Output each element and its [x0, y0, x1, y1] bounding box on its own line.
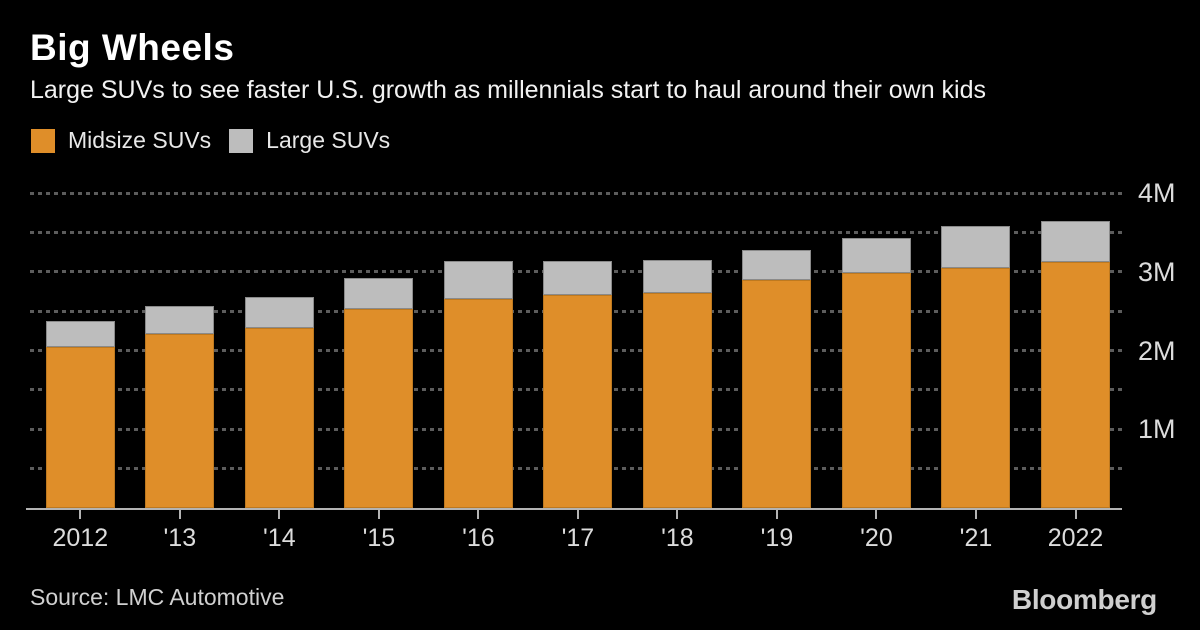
bar-segment-large-20 [841, 237, 911, 273]
bar-2012 [45, 321, 115, 508]
bar-2022 [1041, 220, 1110, 508]
bar-segment-large-14 [244, 296, 314, 328]
legend: Midsize SUVs Large SUVs [31, 127, 390, 154]
bar-18 [642, 259, 712, 508]
bloomberg-logo: Bloomberg [1011, 584, 1157, 615]
bar-21 [941, 226, 1011, 508]
legend-item-large-suvs: Large SUVs [229, 127, 390, 154]
chart-title: Big Wheels [30, 27, 235, 68]
x-tick-17 [576, 510, 579, 519]
bar-segment-midsize-13 [145, 333, 215, 508]
x-tick-label-17: '17 [561, 524, 595, 552]
midsize-suvs-swatch-icon [31, 128, 55, 153]
x-tick-13 [178, 510, 181, 519]
bar-20 [841, 237, 911, 508]
bar-segment-midsize-21 [941, 267, 1011, 508]
x-tick-15 [377, 510, 380, 519]
large-suvs-swatch-icon [229, 128, 254, 153]
plot-area [30, 191, 1122, 508]
x-tick-2012 [79, 510, 82, 519]
bar-segment-midsize-17 [543, 295, 613, 508]
x-tick-14 [278, 510, 281, 519]
legend-label-large-suvs: Large SUVs [266, 127, 391, 153]
x-tick-20 [875, 510, 878, 519]
chart-subtitle: Large SUVs to see faster U.S. growth as … [30, 76, 987, 104]
x-tick-label-16: '16 [462, 524, 495, 552]
bar-segment-large-15 [344, 278, 414, 309]
bar-13 [145, 306, 215, 508]
x-tick-label-20: '20 [860, 524, 893, 552]
x-tick-16 [477, 510, 480, 519]
x-axis-line [26, 508, 1122, 510]
bar-16 [443, 260, 513, 508]
bar-15 [344, 278, 414, 508]
x-tick-label-18: '18 [661, 524, 694, 552]
bar-segment-midsize-19 [742, 279, 812, 508]
x-tick-label-13: '13 [163, 524, 197, 552]
legend-item-midsize-suvs: Midsize SUVs [31, 127, 211, 154]
y-tick-label-2m: 2M [1138, 335, 1176, 366]
x-tick-label-19: '19 [760, 524, 794, 552]
bar-14 [244, 296, 314, 508]
bar-segment-large-19 [742, 249, 812, 280]
bar-segment-midsize-14 [244, 327, 314, 508]
bar-segment-midsize-16 [443, 298, 513, 508]
x-tick-label-15: '15 [362, 524, 396, 552]
source-text: Source: LMC Automotive [30, 584, 285, 610]
y-axis-labels: 1M 2M 3M 4M [1138, 0, 1200, 630]
bar-19 [742, 249, 812, 508]
x-tick-19 [775, 510, 778, 519]
bar-segment-large-17 [543, 260, 613, 296]
x-tick-21 [974, 510, 977, 519]
x-tick-2022 [1074, 510, 1077, 519]
bar-segment-large-16 [443, 260, 513, 299]
x-tick-label-2022: 2022 [1047, 524, 1104, 552]
x-tick-label-14: '14 [263, 524, 296, 552]
y-tick-label-3m: 3M [1138, 256, 1176, 287]
bar-segment-midsize-2022 [1041, 262, 1110, 508]
bar-segment-large-2012 [45, 321, 115, 347]
gridline-3.5m [30, 230, 1122, 234]
bar-segment-large-18 [642, 259, 712, 294]
bar-segment-midsize-2012 [45, 346, 115, 508]
bar-segment-large-21 [941, 226, 1011, 268]
x-tick-18 [676, 510, 679, 519]
bar-segment-large-2022 [1041, 220, 1110, 263]
x-tick-label-2012: 2012 [52, 524, 109, 552]
gridline-4m [30, 191, 1122, 195]
bar-segment-midsize-20 [841, 272, 911, 508]
bar-segment-midsize-15 [344, 308, 414, 508]
x-axis: 2012 '13 '14 '15 '16 '17 '18 '19 '20 '21 2022 [30, 510, 1122, 560]
y-tick-label-4m: 4M [1138, 178, 1176, 208]
x-tick-label-21: '21 [959, 524, 993, 552]
y-tick-label-1m: 1M [1138, 414, 1176, 445]
bar-segment-large-13 [145, 306, 215, 334]
bar-17 [543, 260, 613, 508]
bar-segment-midsize-18 [642, 293, 712, 508]
legend-label-midsize-suvs: Midsize SUVs [68, 127, 212, 153]
